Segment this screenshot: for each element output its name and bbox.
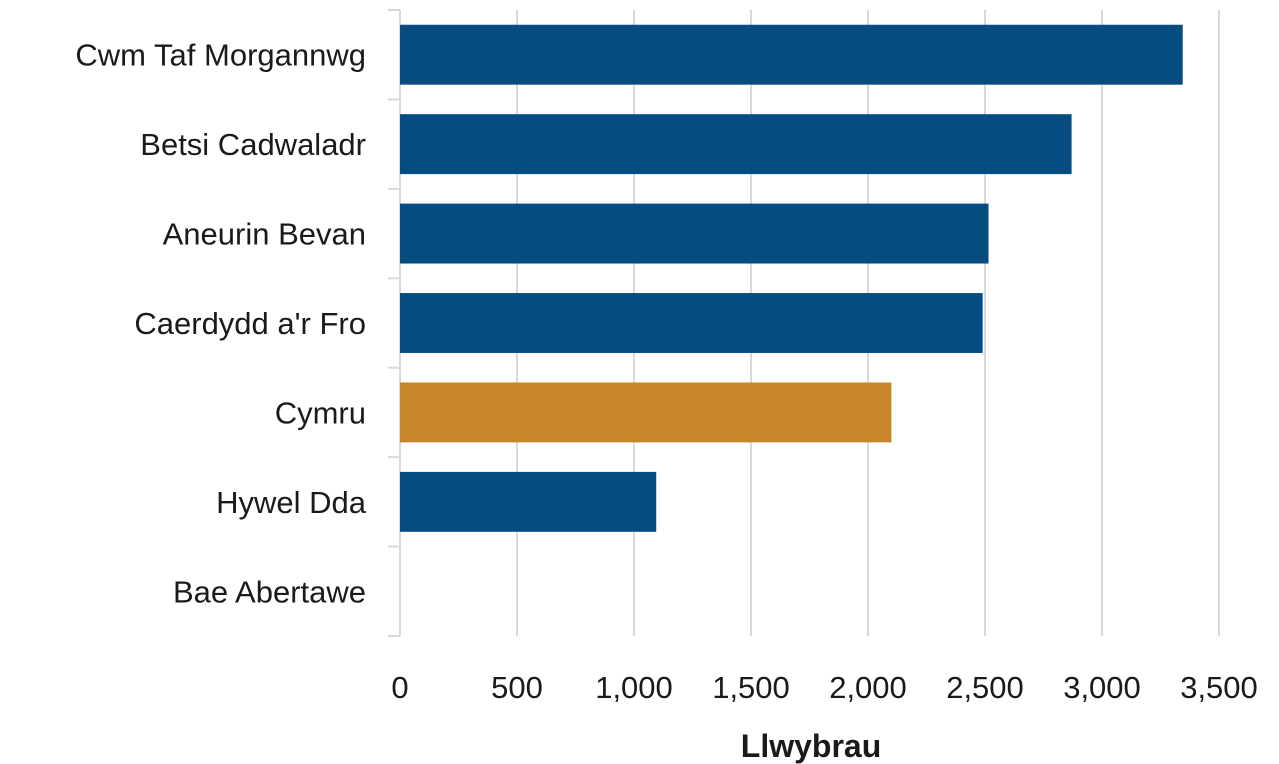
x-tick-label: 500 xyxy=(491,670,543,705)
bars xyxy=(400,24,1183,532)
bar xyxy=(400,203,989,264)
x-tick-label: 1,500 xyxy=(712,670,790,705)
x-tick-label: 3,000 xyxy=(1063,670,1141,705)
category-label: Betsi Cadwaladr xyxy=(140,127,366,162)
x-tick-label: 0 xyxy=(391,670,408,705)
category-label: Bae Abertawe xyxy=(173,574,366,609)
x-tick-labels: 0 500 1,000 1,500 2,000 2,500 3,000 3,500 xyxy=(391,670,1257,705)
y-axis xyxy=(388,9,401,637)
category-label: Caerdydd a'r Fro xyxy=(134,306,366,341)
category-label: Hywel Dda xyxy=(216,485,367,520)
category-labels: Cwm Taf Morgannwg Betsi Cadwaladr Aneurin … xyxy=(75,38,366,610)
x-tick-label: 2,000 xyxy=(829,670,907,705)
x-axis-title: Llwybrau xyxy=(741,728,881,764)
x-tick-label: 2,500 xyxy=(946,670,1024,705)
bar xyxy=(400,293,983,353)
x-tick-label: 1,000 xyxy=(595,670,673,705)
bar xyxy=(400,114,1072,175)
bar xyxy=(400,24,1183,85)
bar xyxy=(400,382,892,443)
bar xyxy=(400,471,657,532)
category-label: Cymru xyxy=(275,395,366,430)
category-label: Aneurin Bevan xyxy=(163,217,366,252)
x-tick-label: 3,500 xyxy=(1180,670,1258,705)
category-label: Cwm Taf Morgannwg xyxy=(75,38,366,73)
